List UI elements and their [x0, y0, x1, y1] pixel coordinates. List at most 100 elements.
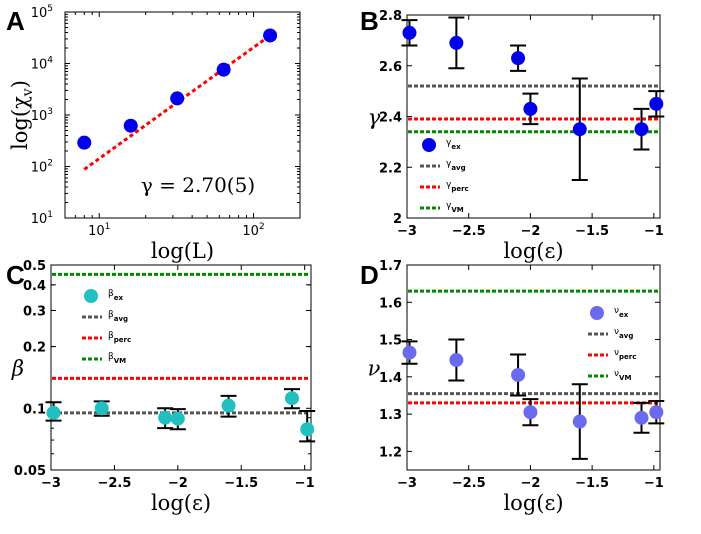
- chart-d-y-tick-label: 1.4: [379, 371, 402, 386]
- chart-a-y-tick-exponent: 5: [47, 4, 53, 14]
- chart-d-legend-label-perc: νperc: [614, 348, 636, 361]
- chart-b-data-point: [511, 51, 526, 66]
- chart-d-y-tick-label: 1.7: [379, 259, 402, 274]
- chart-a-y-tick-exponent: 4: [47, 56, 53, 66]
- chart-b: −3 −2.5 −2 −1.5 −1 2 2.2 2.4 2.6 2.8 log(ε) γ γex γav…: [368, 9, 665, 263]
- chart-d-legend-sub-VM: VM: [619, 374, 631, 382]
- chart-c-legend-label-VM: βVM: [108, 352, 126, 365]
- chart-b-x-axis-label: log(ε): [503, 239, 563, 263]
- chart-c-y-tick-label: 0.1: [23, 402, 46, 417]
- chart-c: −3 −2.5 −2 −1.5 −1 0.05 0.1 0.2 0.3 0.4 0.5 log(ε) β…: [11, 259, 316, 515]
- chart-c-y-tick-label: 0.2: [23, 341, 46, 356]
- chart-c-y-tick-label: 0.05: [14, 464, 46, 479]
- chart-d-y-tick-label: 1.3: [379, 408, 402, 423]
- chart-a-y-axis-label-sub: v: [20, 88, 36, 97]
- chart-b-legend-label-perc: γperc: [446, 180, 469, 193]
- chart-a: 101 102 101 102 103 104 105 log(L) log(χv) γ = 2.…: [8, 4, 301, 263]
- chart-d-legend-label-VM: νVM: [614, 369, 631, 382]
- chart-b-y-tick-label: 2.6: [379, 60, 402, 75]
- chart-c-legend-sub-avg: avg: [114, 315, 128, 323]
- chart-d: −3 −2.5 −2 −1.5 −1 1.2 1.3 1.4 1.5 1.6 1.7 log(ε) ν ν…: [368, 259, 665, 515]
- chart-d-legend-sub-avg: avg: [619, 332, 633, 340]
- chart-b-data-point: [634, 122, 649, 137]
- chart-c-data-point: [300, 422, 315, 437]
- chart-a-x-axis-label: log(L): [151, 239, 214, 263]
- chart-d-data-point: [523, 405, 538, 420]
- chart-d-y-tick-label: 1.2: [379, 445, 402, 460]
- chart-a-annotation: γ = 2.70(5): [141, 173, 255, 197]
- chart-d-legend-sub-perc: perc: [619, 353, 636, 361]
- chart-b-x-tick-label: −2: [520, 224, 540, 239]
- chart-b-x-tick-label: −1: [644, 224, 664, 239]
- chart-c-legend-sub-perc: perc: [114, 336, 131, 344]
- chart-c-data-point: [94, 401, 109, 416]
- chart-d-axes-box: [406, 264, 661, 471]
- chart-d-legend-label-ex: νex: [614, 306, 629, 319]
- chart-b-data-point: [649, 96, 664, 111]
- chart-d-y-tick-label: 1.5: [379, 334, 402, 349]
- chart-b-legend-label-ex: γex: [446, 138, 461, 151]
- chart-b-legend-label-VM: γVM: [446, 201, 464, 214]
- chart-c-x-tick-label: −2: [168, 476, 188, 491]
- chart-a-y-tick-exponent: 1: [47, 210, 53, 220]
- chart-c-x-tick-label: −1: [295, 476, 315, 491]
- panel-label-c: C: [6, 260, 25, 290]
- chart-b-y-tick-label: 2.2: [379, 161, 402, 176]
- chart-a-y-tick-label: 102: [31, 159, 53, 176]
- chart-c-y-tick-label: 0.5: [23, 259, 46, 274]
- chart-d-data-point: [634, 410, 649, 425]
- chart-b-data-point: [402, 25, 417, 40]
- chart-c-data-point: [158, 410, 173, 425]
- chart-c-legend-label-avg: βavg: [108, 310, 128, 323]
- chart-c-data-point: [46, 405, 61, 420]
- chart-a-y-tick-label: 103: [31, 107, 53, 124]
- chart-b-x-tick-label: −1.5: [575, 224, 609, 239]
- chart-b-legend-sub-VM: VM: [451, 206, 463, 214]
- chart-c-data-point: [170, 411, 185, 426]
- chart-d-data-point: [449, 353, 464, 368]
- chart-b-x-tick-label: −2.5: [452, 224, 486, 239]
- chart-a-x-tick-exponent: 2: [259, 222, 265, 232]
- chart-a-x-tick-exponent: 1: [105, 222, 111, 232]
- chart-a-y-axis-label: log(χv): [8, 80, 36, 150]
- chart-d-legend-label-avg: νavg: [614, 327, 633, 340]
- chart-a-y-tick-exponent: 3: [47, 107, 53, 117]
- chart-b-axes-box: [406, 14, 661, 219]
- chart-d-y-tick-label: 1.6: [379, 296, 402, 311]
- chart-c-x-axis-label: log(ε): [151, 491, 211, 515]
- chart-d-x-axis-label: log(ε): [503, 491, 563, 515]
- panel-label-d: D: [360, 260, 379, 290]
- chart-b-y-axis-label: γ: [368, 106, 381, 130]
- chart-b-legend-label-avg: γavg: [446, 159, 466, 172]
- chart-c-y-tick-label: 0.4: [23, 279, 46, 294]
- chart-d-legend-sub-ex: ex: [619, 311, 629, 319]
- chart-d-x-tick-label: −1.5: [575, 476, 609, 491]
- chart-c-x-tick-label: −3: [41, 476, 61, 491]
- chart-b-y-tick-label: 2: [393, 212, 402, 227]
- chart-b-data-point: [523, 101, 538, 116]
- chart-b-data-point: [449, 35, 464, 50]
- chart-b-legend-sub-avg: avg: [451, 164, 465, 172]
- chart-a-data-point: [216, 62, 231, 77]
- chart-c-legend-marker: [84, 289, 98, 303]
- chart-a-y-tick-label: 101: [31, 210, 53, 227]
- chart-d-legend-marker: [590, 306, 604, 320]
- chart-a-data-point: [263, 28, 278, 43]
- panel-label-a: A: [6, 6, 25, 36]
- panel-label-b: B: [360, 6, 379, 36]
- chart-d-data-point: [572, 414, 587, 429]
- chart-c-data-point: [221, 398, 236, 413]
- chart-d-data-point: [402, 345, 417, 360]
- chart-d-y-axis-label: ν: [368, 357, 381, 381]
- chart-c-y-axis-label: β: [11, 357, 24, 381]
- chart-d-x-tick-label: −2: [520, 476, 540, 491]
- chart-c-y-tick-label: 0.3: [23, 304, 46, 319]
- chart-b-y-tick-label: 2.4: [379, 111, 402, 126]
- chart-c-axes-box: [50, 264, 312, 471]
- chart-b-x-tick-label: −3: [397, 224, 417, 239]
- chart-c-x-tick-label: −1.5: [224, 476, 258, 491]
- chart-a-data-point: [170, 91, 185, 106]
- chart-d-x-tick-label: −2.5: [452, 476, 486, 491]
- chart-a-x-tick-label: 101: [88, 222, 110, 239]
